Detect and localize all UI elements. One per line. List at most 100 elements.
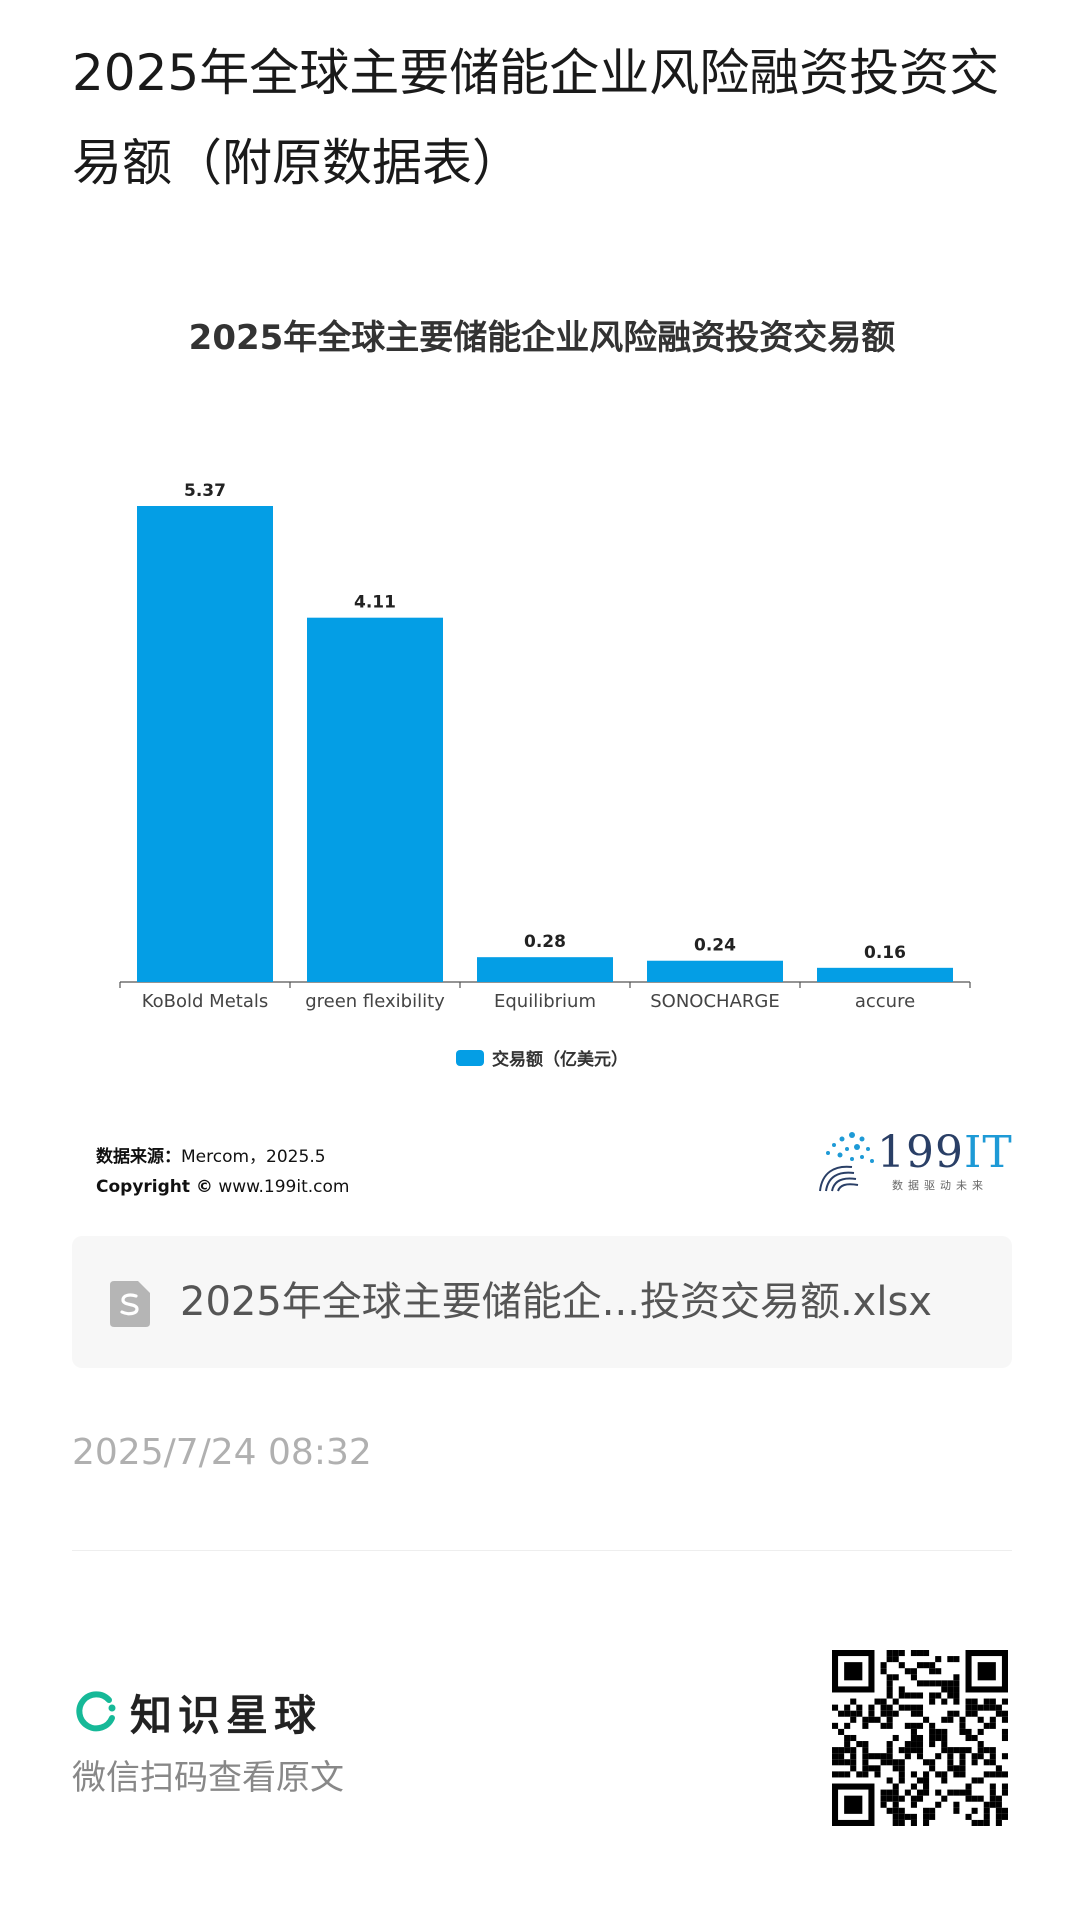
qr-module: [910, 1722, 917, 1729]
attachment-card[interactable]: 2025年全球主要储能企...投资交易额.xlsx: [72, 1236, 1012, 1368]
qr-module: [953, 1747, 960, 1754]
qr-module: [977, 1716, 984, 1723]
qr-module: [953, 1692, 960, 1699]
qr-module: [923, 1680, 930, 1687]
qr-module: [904, 1722, 911, 1729]
qr-module: [947, 1753, 954, 1760]
qr-module: [923, 1716, 930, 1723]
qr-module: [983, 1813, 990, 1820]
qr-module: [856, 1771, 863, 1778]
qr-module: [862, 1747, 869, 1754]
x-tick-label: accure: [855, 991, 915, 1012]
timestamp: 2025/7/24 08:32: [72, 1432, 372, 1473]
qr-module: [898, 1777, 905, 1784]
qr-module: [892, 1734, 899, 1742]
qr-module: [892, 1783, 899, 1790]
qr-module: [916, 1710, 924, 1717]
qr-module: [941, 1747, 948, 1754]
qr-module: [844, 1710, 851, 1717]
qr-module: [910, 1692, 917, 1699]
199it-logo: 199IT 数据驱动未来: [812, 1125, 1012, 1195]
data-label: 0.28: [524, 932, 566, 952]
qr-module: [965, 1813, 972, 1820]
qr-module: [1001, 1716, 1008, 1723]
qr-module: [844, 1795, 863, 1814]
scan-hint: 微信扫码查看原文: [72, 1758, 344, 1798]
qr-module: [898, 1813, 905, 1820]
qr-module: [904, 1789, 911, 1796]
logo-text: 199: [877, 1127, 964, 1178]
qr-module: [989, 1771, 996, 1778]
qr-module: [916, 1722, 924, 1729]
qr-module: [856, 1710, 863, 1717]
qr-module: [868, 1716, 875, 1723]
qr-module: [965, 1698, 972, 1705]
qr-module: [929, 1692, 936, 1699]
qr-module: [923, 1813, 930, 1820]
qr-module: [983, 1771, 990, 1778]
qr-module: [959, 1771, 966, 1778]
source-label: 数据来源：: [96, 1147, 181, 1167]
qr-module: [862, 1716, 869, 1723]
qr-module: [959, 1728, 966, 1735]
qr-module: [898, 1819, 905, 1826]
qr-module: [971, 1819, 978, 1826]
qr-module: [862, 1722, 869, 1729]
qr-module: [886, 1680, 893, 1687]
qr-module: [989, 1795, 996, 1802]
qr-module: [965, 1783, 972, 1790]
qr-module: [947, 1716, 954, 1723]
qr-module: [886, 1692, 893, 1699]
qr-module: [880, 1722, 887, 1729]
qr-module: [910, 1674, 917, 1681]
qr-module: [995, 1819, 1002, 1826]
qr-module: [910, 1704, 917, 1711]
qr-module: [995, 1795, 1002, 1802]
qr-module: [953, 1801, 960, 1808]
qr-module: [965, 1710, 972, 1717]
chart-legend: 交易额（亿美元）: [72, 1045, 1012, 1070]
spreadsheet-file-icon: [110, 1281, 150, 1327]
qr-module: [910, 1741, 917, 1748]
qr-module: [923, 1777, 930, 1784]
qr-module: [935, 1789, 942, 1796]
qr-module: [995, 1807, 1002, 1814]
qr-module: [947, 1765, 954, 1772]
qr-module: [959, 1759, 966, 1766]
logo-text-accent: IT: [963, 1127, 1013, 1178]
qr-module: [886, 1777, 893, 1784]
qr-module: [989, 1704, 996, 1711]
qr-module: [892, 1765, 899, 1772]
qr-module: [874, 1753, 881, 1760]
qr-module: [892, 1650, 899, 1657]
qr-module: [947, 1710, 954, 1717]
qr-module: [953, 1765, 960, 1772]
logo-tagline: 数据驱动未来: [892, 1179, 988, 1192]
copyright-value: www.199it.com: [218, 1177, 350, 1197]
qr-module: [929, 1734, 936, 1742]
qr-module: [892, 1789, 899, 1796]
qr-module: [989, 1801, 996, 1808]
qr-module: [929, 1722, 936, 1729]
qr-module: [923, 1807, 930, 1814]
qr-module: [880, 1789, 887, 1796]
qr-module: [916, 1795, 924, 1802]
qr-module: [971, 1704, 978, 1711]
qr-module: [886, 1795, 893, 1802]
qr-module: [977, 1704, 984, 1711]
qr-module: [838, 1771, 845, 1778]
qr-module: [880, 1753, 887, 1760]
qr-code-icon[interactable]: [832, 1650, 1008, 1826]
qr-module: [868, 1710, 875, 1717]
qr-module: [886, 1759, 893, 1766]
qr-module: [941, 1698, 948, 1705]
qr-module: [1001, 1728, 1008, 1735]
qr-module: [844, 1771, 851, 1778]
qr-module: [850, 1716, 857, 1723]
qr-module: [904, 1704, 911, 1711]
source-value: Mercom，2025.5: [181, 1147, 326, 1167]
qr-module: [983, 1759, 990, 1766]
qr-module: [941, 1795, 948, 1802]
bar-chart: 5.37 KoBold Metals 4.11 green flexibility 0.…: [119, 481, 971, 1012]
qr-module: [953, 1686, 960, 1693]
